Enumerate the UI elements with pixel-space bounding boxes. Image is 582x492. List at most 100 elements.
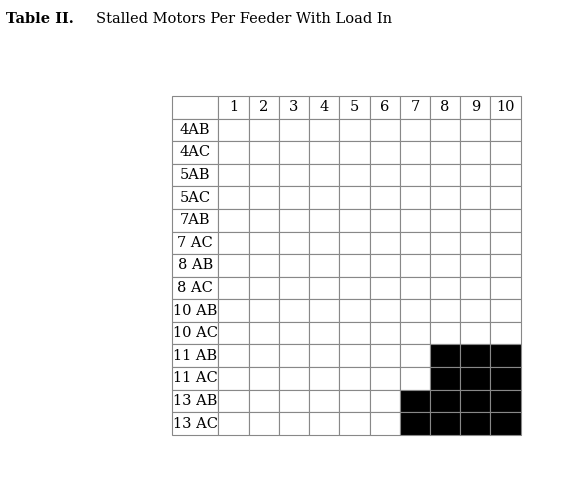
- Bar: [370, 344, 400, 367]
- Bar: [309, 299, 339, 322]
- Bar: [430, 254, 460, 277]
- Bar: [309, 277, 339, 299]
- Bar: [460, 277, 491, 299]
- Bar: [279, 299, 309, 322]
- Bar: [279, 119, 309, 141]
- Bar: [370, 390, 400, 412]
- Bar: [339, 119, 370, 141]
- Bar: [339, 299, 370, 322]
- Bar: [370, 367, 400, 390]
- Bar: [339, 390, 370, 412]
- Bar: [491, 299, 521, 322]
- Bar: [309, 209, 339, 232]
- Bar: [172, 141, 218, 164]
- Bar: [309, 412, 339, 435]
- Bar: [430, 96, 460, 119]
- Bar: [491, 164, 521, 186]
- Bar: [400, 232, 430, 254]
- Bar: [172, 209, 218, 232]
- Bar: [172, 164, 218, 186]
- Bar: [249, 367, 279, 390]
- Bar: [249, 344, 279, 367]
- Bar: [218, 232, 249, 254]
- Bar: [460, 96, 491, 119]
- Bar: [491, 322, 521, 344]
- Bar: [249, 96, 279, 119]
- Text: 11 AC: 11 AC: [173, 371, 218, 385]
- Text: 4AC: 4AC: [180, 146, 211, 159]
- Bar: [491, 232, 521, 254]
- Bar: [491, 390, 521, 412]
- Text: 1: 1: [229, 100, 238, 114]
- Bar: [400, 344, 430, 367]
- Bar: [430, 299, 460, 322]
- Bar: [370, 322, 400, 344]
- Text: 11 AB: 11 AB: [173, 349, 217, 363]
- Bar: [400, 412, 430, 435]
- Bar: [172, 390, 218, 412]
- Bar: [218, 209, 249, 232]
- Bar: [309, 96, 339, 119]
- Bar: [218, 390, 249, 412]
- Bar: [460, 390, 491, 412]
- Bar: [172, 96, 218, 119]
- Bar: [279, 141, 309, 164]
- Text: 4AB: 4AB: [180, 123, 211, 137]
- Bar: [460, 322, 491, 344]
- Bar: [430, 232, 460, 254]
- Bar: [279, 254, 309, 277]
- Bar: [218, 412, 249, 435]
- Bar: [491, 209, 521, 232]
- Bar: [370, 232, 400, 254]
- Bar: [400, 164, 430, 186]
- Bar: [279, 96, 309, 119]
- Bar: [400, 186, 430, 209]
- Bar: [460, 186, 491, 209]
- Bar: [430, 322, 460, 344]
- Text: 13 AB: 13 AB: [173, 394, 218, 408]
- Bar: [218, 299, 249, 322]
- Text: 10: 10: [496, 100, 515, 114]
- Bar: [460, 412, 491, 435]
- Bar: [430, 119, 460, 141]
- Bar: [172, 322, 218, 344]
- Bar: [491, 344, 521, 367]
- Bar: [249, 209, 279, 232]
- Bar: [400, 254, 430, 277]
- Bar: [370, 412, 400, 435]
- Bar: [430, 141, 460, 164]
- Bar: [249, 141, 279, 164]
- Bar: [279, 164, 309, 186]
- Bar: [339, 344, 370, 367]
- Bar: [400, 390, 430, 412]
- Text: 9: 9: [471, 100, 480, 114]
- Bar: [400, 209, 430, 232]
- Bar: [430, 277, 460, 299]
- Bar: [309, 141, 339, 164]
- Bar: [172, 277, 218, 299]
- Bar: [370, 209, 400, 232]
- Bar: [218, 254, 249, 277]
- Bar: [249, 277, 279, 299]
- Bar: [172, 367, 218, 390]
- Bar: [309, 232, 339, 254]
- Bar: [172, 412, 218, 435]
- Bar: [491, 141, 521, 164]
- Bar: [249, 232, 279, 254]
- Bar: [279, 390, 309, 412]
- Text: 5AB: 5AB: [180, 168, 211, 182]
- Bar: [218, 186, 249, 209]
- Bar: [172, 119, 218, 141]
- Bar: [249, 119, 279, 141]
- Bar: [309, 367, 339, 390]
- Bar: [279, 412, 309, 435]
- Bar: [430, 390, 460, 412]
- Text: 13 AC: 13 AC: [173, 417, 218, 430]
- Bar: [218, 96, 249, 119]
- Bar: [279, 344, 309, 367]
- Bar: [491, 277, 521, 299]
- Bar: [460, 232, 491, 254]
- Text: 7 AC: 7 AC: [178, 236, 213, 250]
- Bar: [218, 119, 249, 141]
- Bar: [249, 322, 279, 344]
